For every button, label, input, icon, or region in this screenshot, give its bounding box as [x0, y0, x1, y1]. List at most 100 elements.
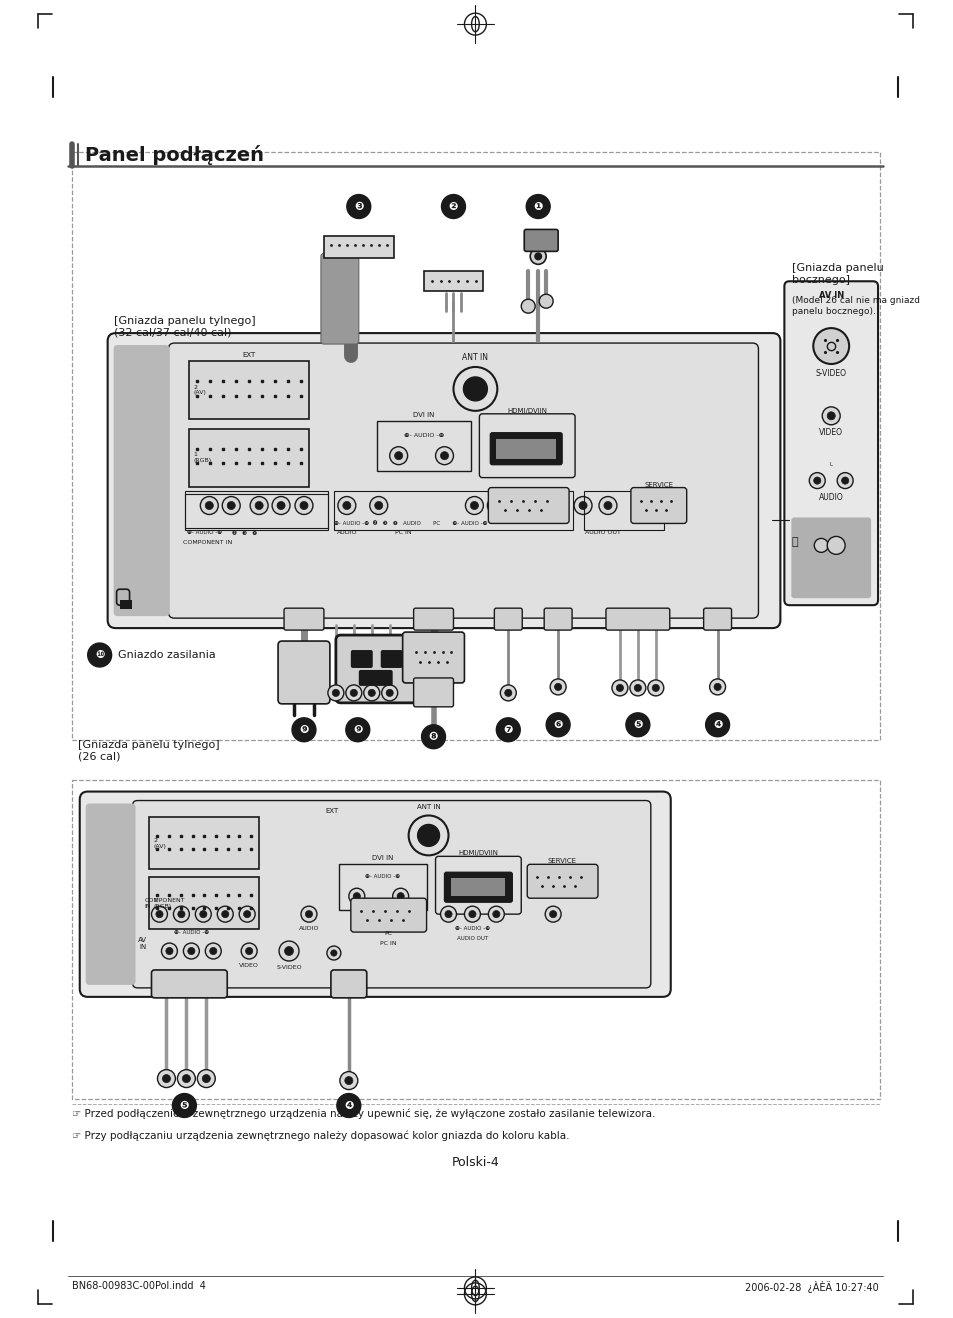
FancyBboxPatch shape — [80, 792, 670, 996]
Circle shape — [837, 473, 852, 489]
Circle shape — [493, 911, 499, 917]
Circle shape — [408, 816, 448, 855]
Text: S-VIDEO: S-VIDEO — [276, 965, 301, 970]
Text: ANT IN: ANT IN — [462, 353, 488, 362]
Circle shape — [332, 689, 339, 696]
Circle shape — [368, 689, 375, 696]
Circle shape — [363, 685, 379, 701]
Circle shape — [339, 1072, 357, 1090]
Circle shape — [199, 911, 207, 917]
Text: ❿- AUDIO -❿: ❿- AUDIO -❿ — [455, 927, 490, 931]
Bar — [189, 361, 309, 419]
Circle shape — [241, 944, 257, 960]
Text: [Gniazda panelu tylnego]
(32 cal/37 cal/40 cal): [Gniazda panelu tylnego] (32 cal/37 cal/… — [113, 316, 255, 337]
Circle shape — [350, 689, 357, 696]
Text: ❿: ❿ — [95, 650, 104, 660]
Text: 2
(AV): 2 (AV) — [153, 838, 166, 849]
FancyBboxPatch shape — [479, 414, 575, 477]
Circle shape — [299, 501, 308, 510]
Circle shape — [342, 501, 351, 510]
Circle shape — [250, 497, 268, 514]
Circle shape — [336, 1094, 360, 1118]
Circle shape — [353, 892, 360, 900]
Text: BN68-00983C-00Pol.indd  4: BN68-00983C-00Pol.indd 4 — [71, 1281, 206, 1290]
FancyBboxPatch shape — [703, 608, 731, 630]
Circle shape — [504, 689, 512, 696]
Text: 🎧: 🎧 — [791, 538, 797, 547]
Circle shape — [530, 248, 546, 265]
Circle shape — [389, 447, 407, 465]
Text: ❹: ❹ — [712, 720, 721, 730]
FancyBboxPatch shape — [351, 650, 373, 668]
Circle shape — [629, 680, 645, 696]
Text: COMPONENT
IN: COMPONENT IN — [144, 898, 185, 909]
Text: ☞ Przy podłączaniu urządzenia zewnętrznego należy dopasować kolor gniazda do kol: ☞ Przy podłączaniu urządzenia zewnętrzne… — [71, 1131, 569, 1141]
FancyBboxPatch shape — [358, 670, 393, 685]
Bar — [496, 439, 556, 459]
Circle shape — [603, 501, 612, 510]
Text: [Gniazda panelu
bocznego]: [Gniazda panelu bocznego] — [792, 264, 883, 285]
Text: ❿- AUDIO -❿: ❿- AUDIO -❿ — [187, 530, 222, 535]
Circle shape — [468, 911, 476, 917]
Circle shape — [292, 718, 315, 742]
FancyBboxPatch shape — [132, 800, 650, 988]
Circle shape — [598, 497, 617, 514]
Circle shape — [347, 195, 371, 219]
Circle shape — [538, 294, 553, 308]
Text: SERVICE: SERVICE — [547, 858, 576, 865]
FancyBboxPatch shape — [524, 229, 558, 252]
Text: ❿- AUDIO -❿: ❿- AUDIO -❿ — [173, 931, 209, 934]
Circle shape — [396, 892, 404, 900]
Text: ❻: ❻ — [553, 720, 562, 730]
Text: 2006-02-28  ¿ÀÈÄ 10:27:40: 2006-02-28 ¿ÀÈÄ 10:27:40 — [744, 1281, 878, 1293]
Circle shape — [349, 888, 364, 904]
Bar — [189, 428, 309, 486]
FancyBboxPatch shape — [351, 898, 426, 932]
Circle shape — [337, 497, 355, 514]
Circle shape — [346, 685, 361, 701]
FancyBboxPatch shape — [543, 608, 572, 630]
Circle shape — [709, 679, 725, 695]
Bar — [71, 779, 879, 1098]
Circle shape — [821, 407, 840, 424]
Text: ❽: ❽ — [429, 731, 437, 742]
Circle shape — [440, 452, 448, 460]
Circle shape — [305, 911, 313, 917]
FancyBboxPatch shape — [414, 677, 453, 706]
Circle shape — [202, 1074, 210, 1082]
Text: ❹: ❹ — [344, 1101, 354, 1111]
Circle shape — [441, 195, 465, 219]
Circle shape — [492, 501, 500, 510]
Circle shape — [814, 539, 827, 552]
Circle shape — [386, 689, 393, 696]
Text: DVI IN: DVI IN — [372, 855, 393, 862]
FancyBboxPatch shape — [630, 488, 686, 523]
Text: [Gniazda panelu tylnego]
(26 cal): [Gniazda panelu tylnego] (26 cal) — [77, 739, 219, 762]
Circle shape — [381, 685, 397, 701]
Circle shape — [370, 497, 387, 514]
Circle shape — [554, 683, 561, 691]
Circle shape — [470, 501, 478, 510]
Text: COMPONENT IN: COMPONENT IN — [182, 540, 232, 546]
Text: AUDIO: AUDIO — [336, 530, 356, 535]
Circle shape — [549, 497, 566, 514]
Bar — [71, 152, 879, 739]
FancyBboxPatch shape — [436, 857, 520, 915]
Circle shape — [546, 713, 570, 737]
Text: PC IN: PC IN — [380, 941, 396, 946]
Text: PC: PC — [384, 931, 393, 936]
Circle shape — [436, 447, 453, 465]
Circle shape — [652, 684, 659, 692]
Bar — [115, 347, 171, 616]
Circle shape — [177, 1070, 195, 1087]
FancyBboxPatch shape — [490, 432, 561, 465]
Circle shape — [155, 911, 163, 917]
Circle shape — [826, 536, 844, 555]
Text: AV IN: AV IN — [818, 291, 843, 301]
Bar — [324, 236, 394, 258]
Circle shape — [375, 501, 382, 510]
Text: Gniazdo zasilania: Gniazdo zasilania — [117, 650, 215, 660]
Circle shape — [625, 713, 649, 737]
Text: 1
(RGB): 1 (RGB) — [153, 898, 172, 908]
FancyBboxPatch shape — [402, 633, 464, 683]
